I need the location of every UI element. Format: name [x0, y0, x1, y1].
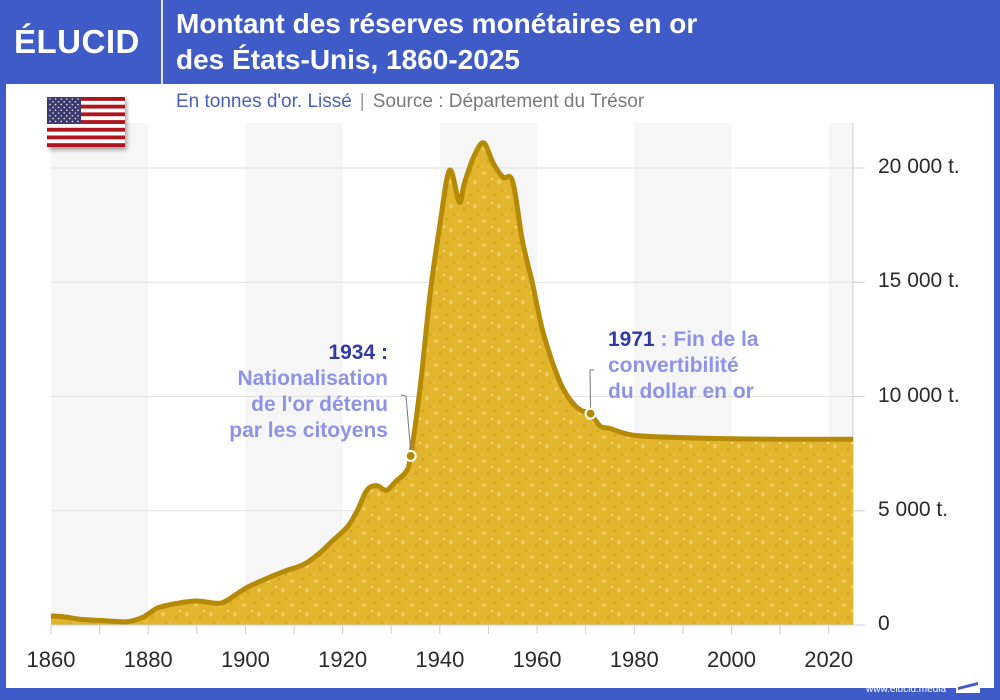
chart-title: Montant des réserves monétaires en or de… [176, 6, 976, 78]
header-divider [161, 0, 163, 84]
x-tick-label: 1960 [512, 647, 562, 672]
elucid-logo: ÉLUCID [14, 23, 140, 60]
y-tick-label: 20 000 t. [878, 155, 960, 178]
x-tick-label: 1920 [318, 647, 368, 672]
background-band [245, 123, 343, 625]
annotation-1934-line-2: de l'or détenu [251, 393, 388, 416]
chart-subtitle: En tonnes d'or. Lissé | Source : Départeme… [176, 90, 644, 114]
us-flag-icon [47, 97, 125, 147]
gold-reserves-area [51, 142, 853, 625]
x-tick-label: 1940 [415, 647, 465, 672]
chart-title-line-2: des États-Unis, 1860-2025 [176, 44, 520, 75]
x-tick-label: 2020 [804, 647, 854, 672]
x-tick-label: 1880 [123, 647, 173, 672]
annotation-1971: 1971 : Fin de la convertibilité du dolla… [608, 327, 828, 405]
header-bar: ÉLUCID Montant des réserves monétaires e… [0, 0, 1000, 84]
subtitle-separator: | [359, 91, 365, 112]
x-tick-label: 1980 [609, 647, 659, 672]
x-tick-label: 1860 [26, 647, 76, 672]
annotation-1971-line-2: convertibilité [608, 354, 739, 377]
footer-url[interactable]: www.elucid.media [866, 684, 947, 695]
annotation-1934-year: 1934 : [328, 341, 388, 364]
y-tick-label: 0 [878, 612, 890, 635]
y-tick-label: 10 000 t. [878, 383, 960, 407]
annotation-1934: 1934 : Nationalisation de l'or détenu pa… [190, 340, 388, 444]
annotation-1934-line-3: par les citoyens [229, 419, 388, 442]
gold-reserves-line [50, 140, 854, 625]
x-axis [50, 167, 865, 634]
chart-title-line-1: Montant des réserves monétaires en or [176, 8, 698, 39]
x-tick-label: 1900 [220, 647, 270, 672]
annotation-leader-line [400, 394, 412, 451]
subtitle-unit: En tonnes d'or. Lissé [176, 91, 352, 112]
annotation-marker [584, 407, 597, 420]
elucid-footer-logo-icon [956, 679, 980, 693]
annotation-1971-year: 1971 [608, 328, 655, 351]
annotation-markers [400, 369, 597, 462]
subtitle-source: Source : Département du Trésor [372, 91, 645, 112]
y-tick-label: 15 000 t. [878, 269, 960, 293]
background-band [51, 123, 149, 625]
annotation-1971-line-3: du dollar en or [608, 380, 754, 403]
annotation-marker [404, 449, 417, 462]
annotation-leader-line [589, 369, 594, 409]
annotation-1934-line-1: Nationalisation [237, 367, 388, 390]
x-tick-label: 2000 [707, 647, 756, 672]
annotation-1971-line-1: : Fin de la [654, 328, 759, 351]
y-tick-label: 5 000 t. [878, 497, 949, 521]
